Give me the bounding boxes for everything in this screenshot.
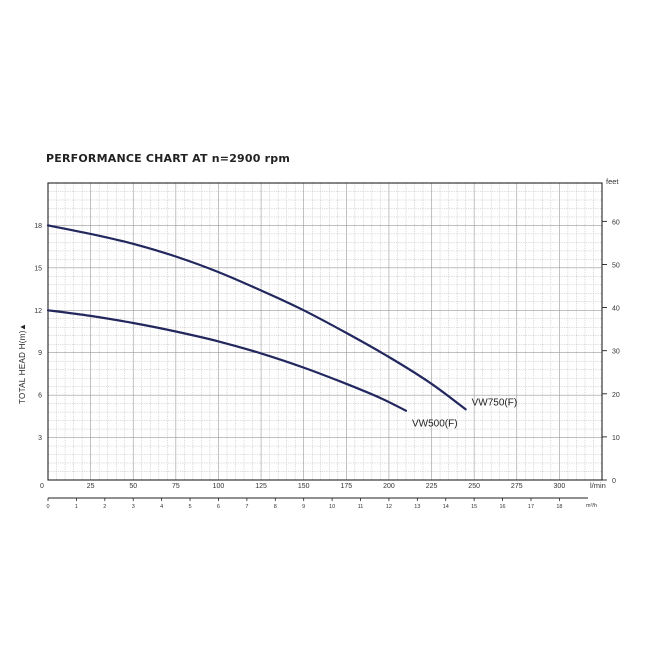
- y-tick-label: 18: [34, 223, 42, 230]
- x-tick-label: 25: [87, 483, 95, 490]
- x2-tick-label: 11: [358, 504, 364, 510]
- x2-tick-label: 6: [217, 504, 220, 510]
- x2-tick-label: 18: [556, 504, 562, 510]
- x2-tick-label: 7: [245, 504, 248, 510]
- x-tick-label: 150: [298, 483, 310, 490]
- chart-title: PERFORMANCE CHART AT n=2900 rpm: [46, 152, 290, 165]
- x2-tick-label: 5: [189, 504, 192, 510]
- x2-tick-label: 12: [386, 504, 392, 510]
- y2-tick-label: 20: [612, 392, 620, 399]
- series-label-vw500-f: VW500(F): [412, 419, 458, 430]
- y-tick-label: 12: [34, 308, 42, 315]
- y2-tick-label: 0: [612, 478, 616, 485]
- x2-tick-label: 8: [274, 504, 277, 510]
- x2-tick-label: 3: [132, 504, 135, 510]
- x-tick-label: 275: [511, 483, 523, 490]
- x-tick-label: 175: [340, 483, 352, 490]
- x2-tick-label: 4: [160, 504, 163, 510]
- x2-tick-label: 13: [414, 504, 420, 510]
- x2-tick-label: 14: [443, 504, 449, 510]
- series-line-vw500-f: [46, 309, 408, 412]
- x2-tick-label: 16: [500, 504, 506, 510]
- x-tick-label: 0: [40, 483, 44, 490]
- y-tick-label: 3: [38, 435, 42, 442]
- x-axis-unit-lmin: l/min: [590, 481, 606, 490]
- x-tick-label: 100: [213, 483, 225, 490]
- x2-tick-label: 9: [302, 504, 305, 510]
- y2-tick-label: 50: [612, 262, 620, 269]
- y-tick-label: 15: [34, 265, 42, 272]
- y-axis-label: TOTAL HEAD H(m): [18, 330, 27, 404]
- y2-tick-label: 40: [612, 306, 620, 313]
- y-tick-label: 9: [38, 350, 42, 357]
- x-tick-label: 225: [426, 483, 438, 490]
- y2-tick-label: 60: [612, 219, 620, 226]
- x-tick-label: 75: [172, 483, 180, 490]
- y-axis-arrow: ▲: [18, 323, 27, 331]
- x-tick-label: 50: [129, 483, 137, 490]
- series-curves: VW750(F) VW500(F): [46, 224, 518, 430]
- x-tick-label: 125: [255, 483, 267, 490]
- x-tick-label: 200: [383, 483, 395, 490]
- chart-grid: [48, 183, 602, 480]
- x2-tick-label: 15: [471, 504, 477, 510]
- y2-tick-label: 30: [612, 349, 620, 356]
- x2-tick-label: 2: [103, 504, 106, 510]
- x2-tick-label: 0: [46, 504, 49, 510]
- secondary-y-axis-unit: feet: [606, 177, 619, 186]
- x2-tick-label: 1: [75, 504, 78, 510]
- y2-tick-label: 10: [612, 435, 620, 442]
- x2-tick-label: 17: [528, 504, 534, 510]
- x2-tick-label: 10: [329, 504, 335, 510]
- plot-frame: [47, 182, 603, 481]
- x-tick-label: 300: [554, 483, 566, 490]
- y-tick-label: 6: [38, 393, 42, 400]
- series-label-vw750-f: VW750(F): [472, 397, 518, 408]
- x-axis-unit-m3h: m³/h: [586, 503, 597, 509]
- series-line-vw750-f: [46, 224, 467, 411]
- x-tick-label: 250: [468, 483, 480, 490]
